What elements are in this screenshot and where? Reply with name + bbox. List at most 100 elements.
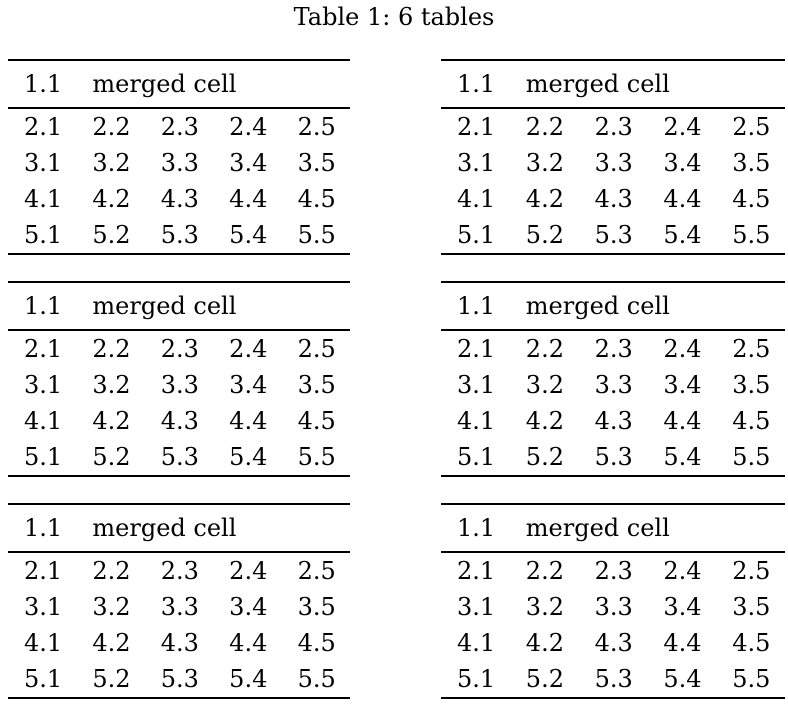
table-header-row: 1.1 merged cell bbox=[8, 60, 350, 109]
table-cell: 2.5 bbox=[732, 113, 771, 141]
table-cell: 5.2 bbox=[92, 221, 131, 249]
table-cell: 4.1 bbox=[24, 407, 63, 435]
table-cell: 3.3 bbox=[594, 149, 633, 177]
table-row: 5.1 5.2 5.3 5.4 5.5 bbox=[8, 217, 350, 254]
table-cell: 3.1 bbox=[457, 371, 496, 399]
table-cell: 4.4 bbox=[663, 185, 702, 213]
table-cell: 4.5 bbox=[732, 185, 771, 213]
table-cell: 3.4 bbox=[229, 593, 268, 621]
table-cell: 5.3 bbox=[160, 443, 199, 471]
table-cell: 2.1 bbox=[457, 113, 496, 141]
table-cell: 5.3 bbox=[594, 665, 633, 693]
table-cell: 4.2 bbox=[92, 629, 131, 657]
table-cell: 3.5 bbox=[297, 371, 336, 399]
table-cell: 3.5 bbox=[297, 593, 336, 621]
table-cell: 2.5 bbox=[297, 113, 336, 141]
table-cell: 5.1 bbox=[457, 443, 496, 471]
table-cell: 2.4 bbox=[229, 113, 268, 141]
table-row: 5.1 5.2 5.3 5.4 5.5 bbox=[8, 439, 350, 476]
table-header-row: 1.1 merged cell bbox=[8, 504, 350, 553]
table-cell: 2.4 bbox=[663, 557, 702, 585]
table-cell: 3.3 bbox=[594, 593, 633, 621]
table-cell: 5.1 bbox=[24, 665, 63, 693]
data-table: 1.1 merged cell 2.1 2.2 2.3 2.4 2.5 3.1 … bbox=[441, 59, 785, 255]
table-cell: 2.2 bbox=[525, 113, 564, 141]
table-cell: 5.4 bbox=[663, 443, 702, 471]
table-row: 4.1 4.2 4.3 4.4 4.5 bbox=[441, 625, 785, 661]
table-row: 3.1 3.2 3.3 3.4 3.5 bbox=[441, 589, 785, 625]
table-cell: 5.1 bbox=[24, 221, 63, 249]
table-cell: 2.3 bbox=[160, 557, 199, 585]
table-cell: 3.2 bbox=[525, 371, 564, 399]
table-cell: 3.3 bbox=[160, 371, 199, 399]
table-cell: 4.3 bbox=[160, 185, 199, 213]
header-cell: 1.1 bbox=[8, 504, 77, 553]
table-cell: 3.5 bbox=[732, 149, 771, 177]
merged-cell: merged cell bbox=[509, 60, 785, 109]
table-cell: 5.2 bbox=[92, 665, 131, 693]
table-row: 4.1 4.2 4.3 4.4 4.5 bbox=[8, 403, 350, 439]
table-cell: 2.1 bbox=[24, 113, 63, 141]
table-row: 3.1 3.2 3.3 3.4 3.5 bbox=[8, 589, 350, 625]
table-cell: 2.4 bbox=[229, 557, 268, 585]
table-row: 3.1 3.2 3.3 3.4 3.5 bbox=[441, 367, 785, 403]
table-cell: 3.1 bbox=[24, 593, 63, 621]
table-cell: 5.5 bbox=[297, 443, 336, 471]
table-cell: 2.3 bbox=[594, 335, 633, 363]
table-cell: 5.5 bbox=[732, 221, 771, 249]
table-cell: 2.3 bbox=[160, 335, 199, 363]
table-row: 2.1 2.2 2.3 2.4 2.5 bbox=[8, 108, 350, 145]
table-cell: 3.2 bbox=[525, 593, 564, 621]
data-table: 1.1 merged cell 2.1 2.2 2.3 2.4 2.5 3.1 … bbox=[8, 503, 350, 699]
table-cell: 4.5 bbox=[297, 407, 336, 435]
table-cell: 5.4 bbox=[229, 221, 268, 249]
table-cell: 5.5 bbox=[297, 665, 336, 693]
table-cell: 2.4 bbox=[663, 113, 702, 141]
table-cell: 4.4 bbox=[663, 407, 702, 435]
table-cell: 2.4 bbox=[663, 335, 702, 363]
table-header-row: 1.1 merged cell bbox=[441, 282, 785, 331]
table-cell: 2.2 bbox=[92, 113, 131, 141]
table-cell: 3.4 bbox=[663, 593, 702, 621]
table-row: 2.1 2.2 2.3 2.4 2.5 bbox=[441, 552, 785, 589]
table-cell: 3.5 bbox=[297, 149, 336, 177]
header-cell: 1.1 bbox=[441, 282, 510, 331]
table-row: 2.1 2.2 2.3 2.4 2.5 bbox=[8, 330, 350, 367]
table-cell: 4.5 bbox=[297, 185, 336, 213]
table-cell: 5.1 bbox=[457, 221, 496, 249]
tables-grid: 1.1 merged cell 2.1 2.2 2.3 2.4 2.5 3.1 … bbox=[0, 59, 788, 699]
table-header-row: 1.1 merged cell bbox=[8, 282, 350, 331]
table-cell: 3.2 bbox=[525, 149, 564, 177]
table-row: 3.1 3.2 3.3 3.4 3.5 bbox=[8, 367, 350, 403]
table-cell: 2.1 bbox=[24, 557, 63, 585]
table-cell: 3.4 bbox=[229, 149, 268, 177]
table-cell: 3.1 bbox=[457, 593, 496, 621]
table-row: 5.1 5.2 5.3 5.4 5.5 bbox=[441, 439, 785, 476]
merged-cell: merged cell bbox=[509, 282, 785, 331]
table-cell: 3.2 bbox=[92, 593, 131, 621]
table-cell: 2.2 bbox=[525, 335, 564, 363]
table-cell: 4.4 bbox=[663, 629, 702, 657]
merged-cell: merged cell bbox=[76, 504, 350, 553]
table-cell: 5.3 bbox=[594, 221, 633, 249]
table-cell: 4.4 bbox=[229, 185, 268, 213]
table-cell: 4.3 bbox=[594, 185, 633, 213]
table-cell: 3.1 bbox=[24, 371, 63, 399]
table-cell: 2.2 bbox=[525, 557, 564, 585]
table-cell: 2.5 bbox=[732, 557, 771, 585]
table-cell: 4.5 bbox=[732, 629, 771, 657]
table-row: 4.1 4.2 4.3 4.4 4.5 bbox=[8, 181, 350, 217]
table-cell: 4.3 bbox=[594, 629, 633, 657]
table-cell: 3.4 bbox=[229, 371, 268, 399]
data-table: 1.1 merged cell 2.1 2.2 2.3 2.4 2.5 3.1 … bbox=[8, 59, 350, 255]
table-cell: 4.3 bbox=[160, 629, 199, 657]
table-cell: 5.5 bbox=[297, 221, 336, 249]
table-cell: 4.1 bbox=[457, 185, 496, 213]
table-cell: 2.3 bbox=[160, 113, 199, 141]
table-cell: 5.1 bbox=[24, 443, 63, 471]
header-cell: 1.1 bbox=[8, 60, 77, 109]
table-cell: 4.4 bbox=[229, 407, 268, 435]
table-cell: 3.3 bbox=[160, 593, 199, 621]
table-header-row: 1.1 merged cell bbox=[441, 504, 785, 553]
table-row: 2.1 2.2 2.3 2.4 2.5 bbox=[8, 552, 350, 589]
